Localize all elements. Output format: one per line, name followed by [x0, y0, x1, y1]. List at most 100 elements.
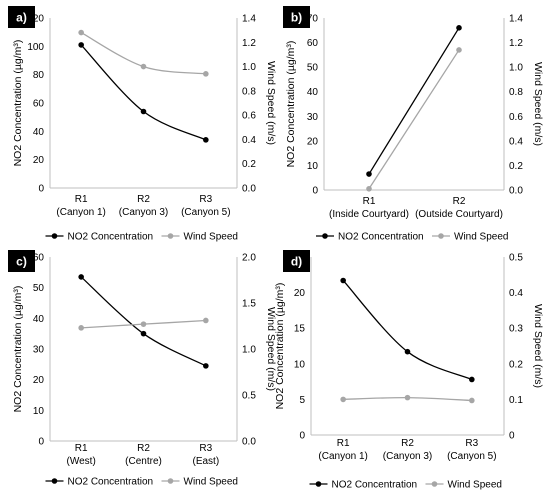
right-tick-label: 0.5	[242, 391, 256, 402]
legend-label: NO2 Concentration	[68, 232, 154, 243]
right-tick-label: 0.8	[509, 87, 523, 98]
left-tick-label: 40	[33, 314, 45, 325]
category-label: R3 (Canyon 5)	[447, 438, 496, 462]
left-tick-label: 30	[307, 112, 319, 123]
left-tick-label: 20	[33, 375, 45, 386]
right-tick-label: 0.6	[242, 111, 256, 122]
right-tick-label: 0.0	[242, 184, 256, 195]
no2-point	[404, 348, 411, 355]
left-tick-label: 60	[33, 253, 45, 264]
no2-point	[203, 137, 209, 143]
no2-line	[368, 27, 460, 175]
wind-speed-point	[78, 29, 84, 36]
panel-label-badge	[283, 6, 310, 28]
left-tick-label: 70	[307, 14, 319, 25]
no2-point	[340, 277, 346, 284]
no2-point	[78, 42, 84, 48]
category-label: R2 (Canyon 3)	[383, 438, 432, 462]
left-tick-label: 0	[299, 431, 305, 442]
left-tick-label: 20	[307, 136, 319, 147]
left-tick-label: 10	[33, 406, 45, 417]
wind-speed-point	[140, 63, 147, 70]
no2-point	[469, 376, 475, 383]
legend: NO2 Concentration Wind Speed	[45, 477, 238, 488]
right-tick-label: 0.2	[242, 159, 256, 170]
right-tick-label: 0.2	[509, 161, 523, 172]
left-tick-label: 50	[307, 63, 319, 74]
category-label: R2 (Canyon 3)	[119, 194, 168, 218]
left-tick-label: 50	[33, 283, 45, 294]
right-tick-label: 1.0	[242, 62, 256, 73]
wind-speed-point	[469, 397, 475, 404]
right-tick-label: 0.0	[242, 437, 256, 448]
chart-panel-1: 0 20 40 60 80 100 120 0.0 0.2 0.4 0.6 0.8 1.0 1.2 1.4 N…	[8, 6, 277, 243]
no2-line	[342, 280, 473, 381]
no2-point	[203, 363, 209, 369]
left-tick-label: 60	[307, 38, 319, 49]
category-label: R2 (Centre)	[125, 443, 162, 467]
right-tick-label: 0	[509, 431, 515, 442]
right-tick-label: 1.4	[509, 14, 523, 25]
right-axis-title: Wind Speed (m/s)	[532, 304, 544, 388]
category-label: R1 (West)	[67, 443, 96, 467]
right-axis-title: Wind Speed (m/s)	[265, 307, 277, 391]
category-label: R1 (Canyon 1)	[318, 438, 367, 462]
right-tick-label: 1.0	[509, 63, 523, 74]
left-tick-label: 0	[312, 186, 318, 197]
right-tick-label: 0.2	[509, 359, 523, 370]
left-tick-label: 40	[307, 87, 319, 98]
panel-label-badge	[8, 6, 35, 28]
panel-label: a)	[16, 11, 27, 25]
left-tick-label: 40	[33, 127, 45, 138]
left-tick-label: 0	[38, 437, 44, 448]
left-tick-label: 30	[33, 345, 45, 356]
left-tick-label: 20	[33, 155, 45, 166]
left-tick-label: 5	[299, 395, 305, 406]
category-label: R3 (Canyon 5)	[181, 194, 230, 218]
left-tick-label: 120	[27, 14, 44, 25]
left-tick-label: 60	[33, 99, 45, 110]
left-axis-title: NO2 Concentration (µg/m³)	[274, 283, 286, 410]
no2-point	[78, 274, 84, 280]
legend: NO2 Concentration Wind Speed	[316, 232, 508, 243]
right-tick-label: 2.0	[242, 253, 256, 264]
right-tick-label: 1.0	[242, 345, 256, 356]
right-tick-label: 0.1	[509, 395, 523, 406]
wind-speed-line	[368, 49, 460, 190]
wind-speed-point	[78, 325, 84, 331]
panel-label: b)	[291, 11, 302, 25]
right-axis-title: Wind Speed (m/s)	[265, 61, 277, 145]
right-tick-label: 0.4	[509, 288, 523, 299]
left-tick-label: 0	[38, 184, 44, 195]
no2-line	[80, 44, 207, 141]
wind-speed-point	[340, 396, 346, 403]
wind-speed-point	[366, 185, 372, 192]
panel-label: c)	[16, 255, 27, 269]
legend: NO2 Concentration Wind Speed	[309, 480, 502, 491]
no2-point	[140, 330, 147, 337]
right-tick-label: 0.4	[509, 136, 523, 147]
legend-marker	[438, 233, 444, 239]
legend-marker	[431, 481, 438, 487]
no2-point	[140, 108, 147, 115]
left-tick-label: 80	[33, 70, 45, 81]
left-axis-title: NO2 Concentration (µg/m³)	[12, 40, 24, 167]
right-tick-label: 0.8	[242, 86, 256, 97]
no2-point	[456, 25, 462, 31]
wind-speed-point	[203, 71, 209, 77]
right-axis-title: Wind Speed (m/s)	[532, 62, 544, 146]
no2-point	[366, 171, 372, 177]
left-tick-label: 10	[294, 359, 306, 370]
right-tick-label: 0.5	[509, 253, 523, 264]
legend-marker	[51, 478, 58, 484]
legend-marker	[315, 481, 322, 487]
left-axis-title: NO2 Concentration (µg/m³)	[12, 286, 24, 413]
legend-label: Wind Speed	[454, 232, 508, 243]
left-tick-label: 20	[294, 288, 306, 299]
legend-marker	[322, 233, 328, 239]
legend-label: Wind Speed	[184, 232, 238, 243]
chart-panel-2: 0 10 20 30 40 50 60 70 0.0 0.2 0.4 0.6 0.8 1.0 1.2 1.4 N…	[283, 6, 544, 243]
legend-marker	[167, 233, 174, 239]
